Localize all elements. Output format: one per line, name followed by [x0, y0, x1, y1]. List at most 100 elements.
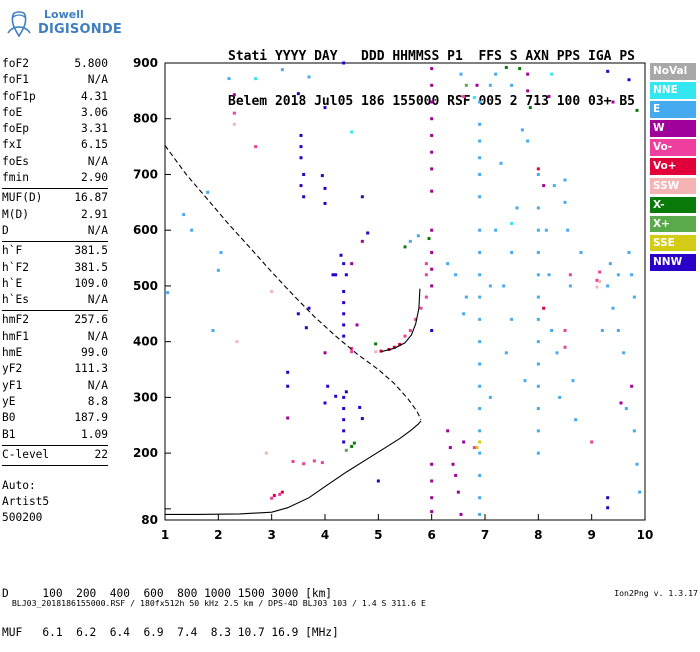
param-value: N/A [87, 378, 108, 392]
echo-mark-e [544, 228, 548, 232]
echo-mark-w [430, 189, 434, 193]
echo-mark-e [499, 161, 503, 165]
echo-mark-w [430, 167, 434, 171]
auto-code: 500200 [2, 511, 43, 524]
echo-mark-nnw [307, 306, 311, 310]
echo-mark-vo- [536, 167, 540, 171]
echo-mark-nnw [299, 184, 303, 188]
echo-mark-w [355, 323, 359, 327]
echo-mark-w [475, 83, 479, 87]
param-value: 381.5 [74, 244, 108, 258]
param-row: h`F 381.5 [2, 243, 108, 259]
echo-mark-e [526, 139, 530, 143]
echo-mark-e [478, 122, 482, 126]
echo-mark-nnw [606, 506, 610, 510]
param-value: N/A [87, 223, 108, 237]
autoscaling-info: Auto: Artist5 500200 [2, 478, 49, 526]
echo-mark-e [536, 429, 540, 433]
echo-mark-vo- [542, 306, 546, 310]
x-tick-label: 10 [637, 528, 654, 542]
echo-mark-e [616, 273, 620, 277]
echo-mark-vo- [291, 459, 295, 463]
legend-item-vo-: Vo- [650, 139, 696, 156]
x-tick-label: 1 [161, 528, 169, 542]
echo-mark-nnw [344, 273, 348, 277]
param-label: h`F [2, 244, 23, 258]
echo-mark-e [568, 284, 572, 288]
echo-mark-e [478, 451, 482, 455]
echo-mark-e [536, 384, 540, 388]
echo-mark-e [478, 362, 482, 366]
echo-mark-nnw [342, 429, 346, 433]
echo-mark-nne [550, 72, 554, 76]
echo-mark-nnw [342, 334, 346, 338]
echo-mark-ssw [374, 350, 378, 354]
echo-mark-w [451, 462, 455, 466]
echo-mark-w [430, 117, 434, 121]
y-tick-label: 400 [133, 335, 158, 349]
param-label: D [2, 223, 9, 237]
echo-mark-e [488, 83, 492, 87]
echo-mark-ssw [264, 451, 268, 455]
echo-mark-x- [374, 342, 378, 346]
param-row: hmF1 N/A [2, 329, 108, 345]
param-label: M(D) [2, 207, 29, 221]
echo-mark-nne [350, 130, 354, 134]
echo-mark-vo- [320, 461, 324, 465]
param-row: yF1 N/A [2, 378, 108, 394]
echo-mark-e [536, 295, 540, 299]
echo-mark-nnw [342, 407, 346, 411]
echo-mark-w [542, 184, 546, 188]
echo-mark-nnw [342, 61, 346, 65]
param-row: foF2 5.800 [2, 56, 108, 72]
echo-mark-nnw [358, 405, 362, 409]
echo-mark-e [550, 329, 554, 333]
echo-mark-nnw [376, 479, 380, 483]
echo-mark-e [536, 250, 540, 254]
echo-mark-nnw [342, 440, 346, 444]
param-row: yE 8.8 [2, 394, 108, 410]
echo-mark-e [478, 384, 482, 388]
echo-mark-w [462, 440, 466, 444]
param-row: fxI 6.15 [2, 137, 108, 153]
echo-mark-nnw [334, 394, 338, 398]
param-row: yF2 111.3 [2, 361, 108, 377]
echo-mark-e [408, 239, 412, 243]
file-footer: BLJ03_2018186155000.RSF / 180fx512h 50 k… [2, 588, 698, 618]
echo-mark-e [190, 228, 194, 232]
echo-mark-x- [504, 65, 508, 69]
echo-mark-vo- [408, 329, 412, 333]
echo-mark-e [488, 284, 492, 288]
legend-item-x-: X+ [650, 215, 696, 233]
echo-mark-w [430, 496, 434, 500]
echo-mark-vo- [563, 329, 567, 333]
echo-mark-e [494, 72, 498, 76]
param-value: N/A [87, 329, 108, 343]
echo-mark-ssw [270, 290, 274, 293]
param-row: MUF(D) 16.87 [2, 190, 108, 206]
param-row: fmin 2.90 [2, 170, 108, 186]
echo-mark-e [502, 284, 506, 288]
echo-mark-ssw [235, 340, 239, 344]
legend-item-e: E [650, 101, 696, 118]
echo-mark-nnw [302, 195, 306, 199]
param-label: foEs [2, 154, 29, 168]
doppler-legend: NoVal NNE E W Vo- Vo+ SSW X- X+ SSE NNW [650, 63, 696, 273]
param-row: foF1p 4.31 [2, 89, 108, 105]
echo-mark-w [286, 416, 290, 420]
echo-mark-sse [478, 440, 482, 444]
echo-mark-e [536, 407, 540, 411]
curve-profile [164, 145, 422, 420]
echo-mark-w [350, 262, 354, 266]
param-row: foE 3.06 [2, 105, 108, 121]
echo-mark-nnw [320, 174, 324, 178]
echo-mark-e [547, 273, 551, 277]
param-row: B0 187.9 [2, 410, 108, 426]
echo-mark-w [430, 228, 434, 232]
echo-mark-nnw [302, 172, 306, 176]
echo-mark-w [547, 94, 551, 98]
echo-mark-e [416, 234, 420, 238]
echo-mark-x- [518, 67, 522, 71]
echo-mark-vo- [424, 262, 428, 266]
echo-mark-e [608, 262, 612, 266]
